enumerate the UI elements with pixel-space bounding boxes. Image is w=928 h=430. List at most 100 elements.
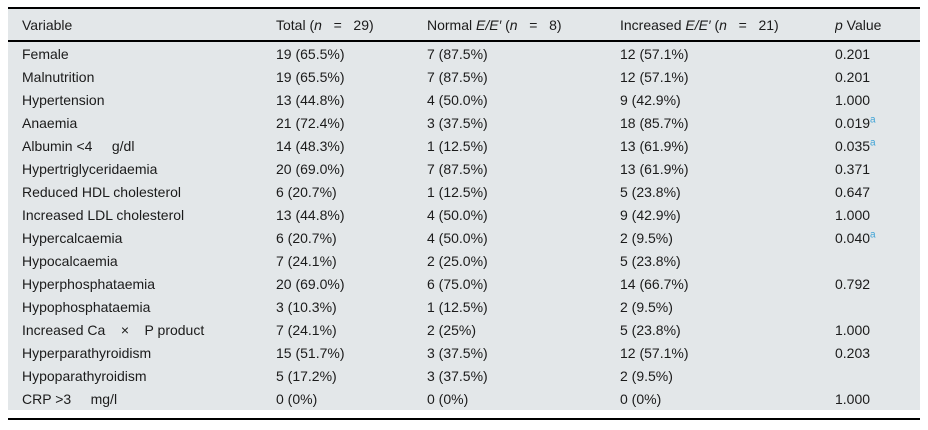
p-value-cell: 0.647	[835, 183, 871, 200]
increased-cell: 18 (85.7%)	[620, 114, 689, 131]
column-header-variable: Variable	[8, 9, 276, 41]
variable-cell: Anaemia	[22, 114, 78, 131]
increased-cell: 9 (42.9%)	[620, 206, 681, 223]
table-header: Variable Total (n = 29) Normal E/E′ (n = 8…	[8, 9, 920, 41]
normal-cell: 3 (37.5%)	[427, 367, 488, 384]
p-value-cell: 0.019a	[835, 113, 876, 131]
header-text: = 29)	[321, 16, 374, 33]
p-value-cell	[835, 364, 920, 387]
normal-cell: 7 (87.5%)	[427, 68, 488, 85]
normal-cell: 3 (37.5%)	[427, 114, 488, 131]
header-italic-text: n	[719, 16, 727, 33]
increased-cell: 12 (57.1%)	[620, 68, 689, 85]
increased-cell: 9 (42.9%)	[620, 91, 681, 108]
table-row: Hypertension 13 (44.8%) 4 (50.0%) 9 (42.9%)…	[8, 88, 920, 111]
variable-cell: Hyperphosphataemia	[22, 275, 156, 292]
footnote-marker-link[interactable]: a	[870, 228, 876, 240]
normal-cell: 7 (87.5%)	[427, 160, 488, 177]
variable-cell: Hypoparathyroidism	[22, 367, 147, 384]
header-row: Variable Total (n = 29) Normal E/E′ (n = 8…	[8, 9, 920, 41]
header-text: = 8)	[517, 16, 562, 33]
normal-cell: 1 (12.5%)	[427, 298, 488, 315]
variable-cell: Hypertriglyceridaemia	[22, 160, 158, 177]
total-cell: 7 (24.1%)	[276, 321, 337, 338]
variable-cell: Hypertension	[22, 91, 105, 108]
total-cell: 5 (17.2%)	[276, 367, 337, 384]
variable-cell: Female	[22, 45, 69, 62]
increased-cell: 14 (66.7%)	[620, 275, 689, 292]
increased-cell: 2 (9.5%)	[620, 367, 673, 384]
variable-cell: Increased LDL cholesterol	[22, 206, 185, 223]
table-row: Hypercalcaemia 6 (20.7%) 4 (50.0%) 2 (9.5%)…	[8, 226, 920, 249]
normal-cell: 3 (37.5%)	[427, 344, 488, 361]
variable-cell: Hypocalcaemia	[22, 252, 118, 269]
footnote-marker-link[interactable]: a	[870, 113, 876, 125]
total-cell: 19 (65.5%)	[276, 45, 345, 62]
total-cell: 7 (24.1%)	[276, 252, 337, 269]
header-text: Value	[842, 16, 882, 33]
total-cell: 21 (72.4%)	[276, 114, 345, 131]
p-value-cell: 1.000	[835, 390, 871, 407]
clinical-table: Variable Total (n = 29) Normal E/E′ (n = 8…	[8, 7, 920, 420]
header-italic-text: n	[314, 16, 322, 33]
increased-cell: 13 (61.9%)	[620, 137, 689, 154]
increased-cell: 2 (9.5%)	[620, 229, 673, 246]
normal-cell: 1 (12.5%)	[427, 183, 488, 200]
column-header-p-value: p Value	[835, 9, 920, 41]
header-text: Normal	[427, 16, 477, 33]
header-text: Variable	[22, 16, 73, 33]
total-cell: 0 (0%)	[276, 390, 318, 407]
p-value-cell: 0.040a	[835, 228, 876, 246]
table-row: Female 19 (65.5%) 7 (87.5%) 12 (57.1%) 0.201	[8, 41, 920, 65]
header-italic-text: E/E′	[685, 16, 711, 33]
variable-cell: Hypophosphataemia	[22, 298, 151, 315]
variable-cell: Malnutrition	[22, 68, 95, 85]
table-bottom-rule	[8, 418, 920, 420]
increased-cell: 5 (23.8%)	[620, 252, 681, 269]
variable-cell: Hypercalcaemia	[22, 229, 123, 246]
header-text: (	[501, 16, 510, 33]
p-value-cell: 0.035a	[835, 136, 876, 154]
header-italic-text: p	[835, 16, 843, 33]
table-row: Increased Ca × P product 7 (24.1%) 2 (25%)…	[8, 318, 920, 341]
increased-cell: 13 (61.9%)	[620, 160, 689, 177]
variable-cell: CRP >3 mg/l	[22, 390, 118, 407]
p-value-cell: 1.000	[835, 91, 871, 108]
normal-cell: 4 (50.0%)	[427, 206, 488, 223]
normal-cell: 4 (50.0%)	[427, 91, 488, 108]
p-value-cell: 0.201	[835, 68, 871, 85]
column-header-increased: Increased E/E′ (n = 21)	[620, 9, 835, 41]
footnote-marker-link[interactable]: a	[870, 136, 876, 148]
increased-cell: 12 (57.1%)	[620, 45, 689, 62]
increased-cell: 5 (23.8%)	[620, 321, 681, 338]
normal-cell: 2 (25.0%)	[427, 252, 488, 269]
total-cell: 6 (20.7%)	[276, 183, 337, 200]
total-cell: 13 (44.8%)	[276, 91, 345, 108]
total-cell: 20 (69.0%)	[276, 160, 345, 177]
total-cell: 13 (44.8%)	[276, 206, 345, 223]
table-row: Hypophosphataemia 3 (10.3%) 1 (12.5%) 2 (9.…	[8, 295, 920, 318]
table-row: Hypertriglyceridaemia 20 (69.0%) 7 (87.5%)…	[8, 157, 920, 180]
variable-cell: Reduced HDL cholesterol	[22, 183, 182, 200]
increased-cell: 12 (57.1%)	[620, 344, 689, 361]
total-cell: 15 (51.7%)	[276, 344, 345, 361]
table-body: Female 19 (65.5%) 7 (87.5%) 12 (57.1%) 0.201…	[8, 41, 920, 410]
normal-cell: 0 (0%)	[427, 390, 469, 407]
total-cell: 3 (10.3%)	[276, 298, 337, 315]
total-cell: 14 (48.3%)	[276, 137, 345, 154]
p-value-cell: 0.203	[835, 344, 871, 361]
p-value-cell: 0.201	[835, 45, 871, 62]
p-value-cell: 0.371	[835, 160, 871, 177]
table-row: Hyperparathyroidism 15 (51.7%) 3 (37.5%) 12…	[8, 341, 920, 364]
total-cell: 6 (20.7%)	[276, 229, 337, 246]
table-row: Albumin <4 g/dl 14 (48.3%) 1 (12.5%) 13 (61…	[8, 134, 920, 157]
comparison-table: Variable Total (n = 29) Normal E/E′ (n = 8…	[8, 9, 920, 410]
variable-cell: Albumin <4 g/dl	[22, 137, 135, 154]
variable-cell: Hyperparathyroidism	[22, 344, 152, 361]
table-row: Anaemia 21 (72.4%) 3 (37.5%) 18 (85.7%) 0.01…	[8, 111, 920, 134]
increased-cell: 5 (23.8%)	[620, 183, 681, 200]
variable-cell: Increased Ca × P product	[22, 321, 205, 338]
header-text: Increased	[620, 16, 686, 33]
table-row: Increased LDL cholesterol 13 (44.8%) 4 (50…	[8, 203, 920, 226]
